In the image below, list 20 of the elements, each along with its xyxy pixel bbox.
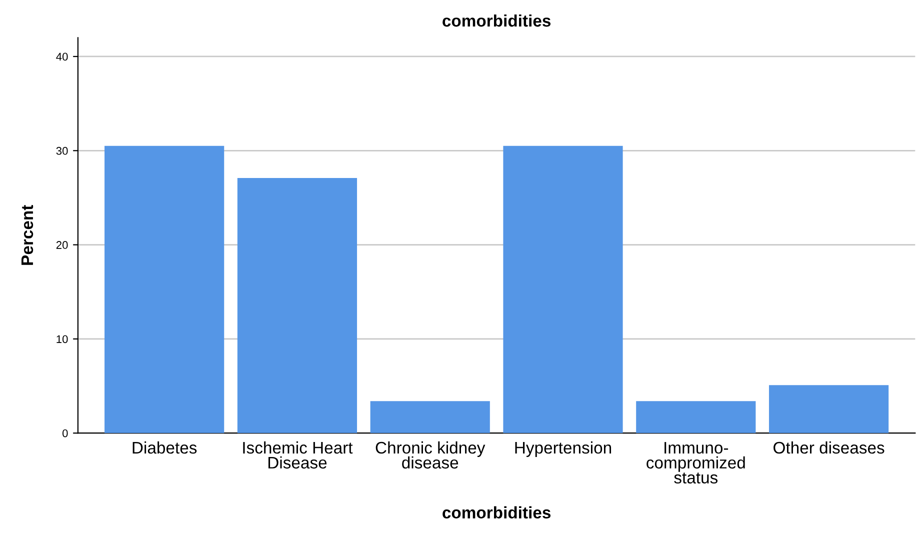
x-axis-title: comorbidities [442, 506, 551, 519]
bar [768, 385, 889, 434]
x-tick-label: Other diseases [774, 441, 884, 454]
x-tick-label: Ischemic Heart Disease [243, 441, 353, 469]
y-tick-label: 30 [56, 146, 68, 155]
x-tick-label: Hypertension [515, 441, 612, 457]
y-axis-title: Percent [21, 205, 34, 265]
y-tick-label: 40 [56, 52, 68, 61]
chart-title: comorbidities [442, 14, 551, 27]
y-tick-label: 10 [56, 335, 68, 344]
y-tick-label: 0 [62, 429, 68, 438]
x-tick-label: Diabetes [132, 441, 197, 454]
x-tick-label: Chronic kidney disease [376, 441, 486, 469]
bar [636, 401, 756, 434]
y-tick-label: 20 [56, 241, 68, 249]
bar [370, 401, 490, 434]
x-tick-label: Immuno- compromized status [646, 442, 745, 484]
bar [104, 146, 224, 434]
bar [503, 146, 623, 434]
bar [237, 178, 358, 434]
